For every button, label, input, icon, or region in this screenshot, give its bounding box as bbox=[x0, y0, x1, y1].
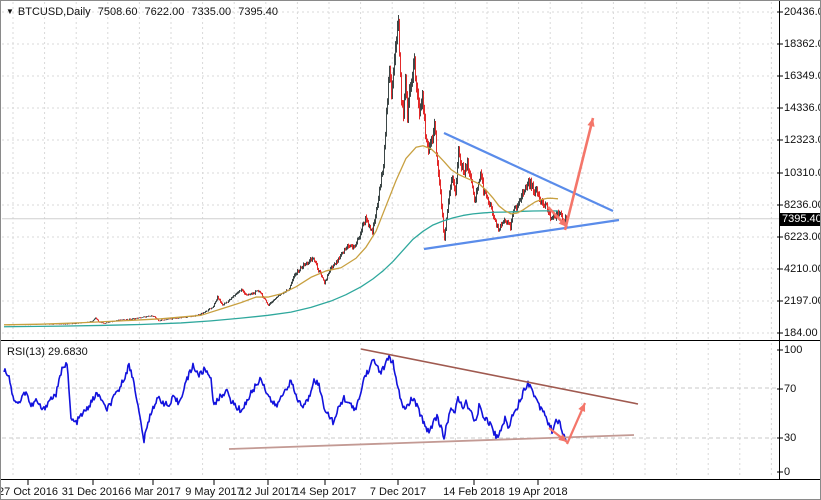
date-axis-label: 14 Sep 2017 bbox=[293, 486, 357, 498]
ma-slow-line bbox=[3, 210, 559, 328]
open-value: 7508.60 bbox=[97, 6, 138, 18]
rsi-axis-label: 100 bbox=[784, 344, 803, 356]
forecast-rally-arrow[interactable] bbox=[563, 117, 595, 231]
forecast-dip-arrow-head[interactable] bbox=[558, 218, 567, 227]
current-price-value: 7395.40 bbox=[782, 213, 821, 225]
price-axis-label: 18362.00 bbox=[784, 38, 820, 50]
date-axis-label: 31 Dec 2016 bbox=[61, 486, 125, 498]
rsi-axis-label: 0 bbox=[784, 466, 791, 478]
ma-fast-line bbox=[3, 145, 559, 326]
rsi-pane[interactable] bbox=[1, 341, 779, 479]
chart-ohlc-header: ▼ BTCUSD,Daily 7508.60 7622.00 7335.00 73… bbox=[6, 6, 282, 18]
rsi-upper-trendline[interactable] bbox=[360, 348, 639, 405]
price-axis-label: 6223.00 bbox=[784, 231, 821, 243]
rsi-indicator-label: RSI(13) 29.6830 bbox=[7, 346, 88, 358]
triangle-upper-trendline[interactable] bbox=[443, 132, 614, 212]
rsi-lower-trendline[interactable] bbox=[228, 434, 635, 450]
price-axis-label: 12323.00 bbox=[784, 134, 820, 146]
date-axis-label: 19 Apr 2018 bbox=[508, 486, 568, 498]
close-value: 7395.40 bbox=[238, 6, 278, 18]
high-value: 7622.00 bbox=[144, 6, 185, 18]
price-axis-label: 2197.00 bbox=[784, 295, 821, 307]
triangle-lower-trendline[interactable] bbox=[423, 218, 620, 251]
price-axis-label: 14336.00 bbox=[784, 102, 820, 114]
rsi-axis-label: 70 bbox=[784, 383, 797, 395]
date-axis-label: 12 Jul 2017 bbox=[239, 486, 297, 498]
price-axis-label: 4210.00 bbox=[784, 263, 821, 275]
symbol-timeframe-label: BTCUSD,Daily bbox=[17, 6, 91, 18]
main-chart-pane[interactable] bbox=[1, 1, 779, 340]
rsi-dip-arrow-head[interactable] bbox=[558, 434, 567, 442]
price-axis-label: 184.00 bbox=[784, 327, 818, 339]
date-axis-label: 7 Dec 2017 bbox=[369, 486, 427, 498]
rsi-rally-arrow-head[interactable] bbox=[578, 403, 586, 412]
date-axis-label: 9 May 2017 bbox=[185, 486, 243, 498]
price-axis-label: 10310.00 bbox=[784, 167, 820, 179]
price-axis-label: 20436.00 bbox=[784, 6, 820, 18]
symbol-dropdown-icon[interactable]: ▼ bbox=[6, 7, 14, 16]
date-axis-label: 6 Mar 2017 bbox=[125, 486, 181, 498]
date-axis-label: 14 Feb 2018 bbox=[443, 486, 505, 498]
forecast-rally-arrow-head[interactable] bbox=[587, 118, 595, 127]
date-axis-label: 27 Oct 2016 bbox=[0, 486, 58, 498]
rsi-axis-label: 30 bbox=[784, 432, 797, 444]
low-value: 7335.00 bbox=[191, 6, 232, 18]
price-axis-label: 8236.00 bbox=[784, 199, 821, 211]
current-price-tag: 7395.40 bbox=[779, 213, 821, 226]
price-axis-label: 16349.00 bbox=[784, 70, 820, 82]
rsi-line bbox=[3, 354, 567, 444]
